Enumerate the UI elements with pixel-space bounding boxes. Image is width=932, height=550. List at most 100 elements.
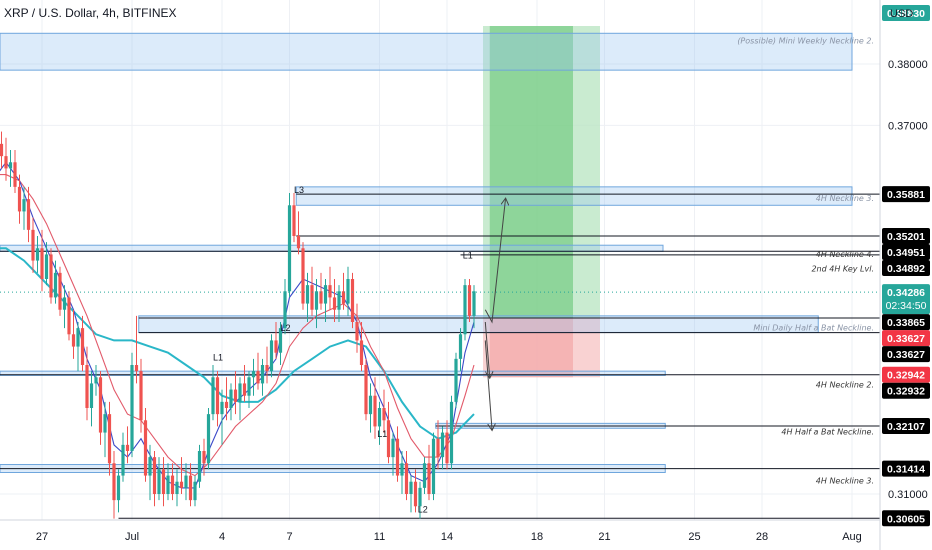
candle-body[interactable] — [175, 481, 179, 494]
candle-body[interactable] — [76, 328, 80, 347]
candle-body[interactable] — [449, 401, 454, 464]
price-tag[interactable] — [882, 382, 930, 399]
candle-body[interactable] — [98, 377, 103, 433]
candle-body[interactable] — [202, 451, 206, 464]
candle-body[interactable] — [278, 328, 283, 353]
candle-body[interactable] — [13, 162, 17, 187]
candle-body[interactable] — [355, 322, 359, 341]
candle-body[interactable] — [296, 236, 301, 249]
candle-body[interactable] — [121, 444, 125, 476]
candle-body[interactable] — [377, 408, 382, 427]
price-tag[interactable] — [882, 186, 930, 203]
candle-body[interactable] — [143, 420, 148, 476]
candle-body[interactable] — [125, 444, 130, 451]
candle-body[interactable] — [130, 365, 134, 451]
candle-body[interactable] — [134, 365, 139, 372]
candle-body[interactable] — [148, 457, 152, 476]
candle-body[interactable] — [157, 469, 161, 494]
candle-body[interactable] — [89, 383, 94, 408]
candle-body[interactable] — [206, 414, 211, 464]
candle-body[interactable] — [427, 463, 431, 494]
candle-body[interactable] — [323, 285, 328, 304]
price-tag[interactable] — [882, 330, 930, 347]
candle-body[interactable] — [8, 162, 13, 169]
candle-body[interactable] — [260, 365, 265, 384]
candle-body[interactable] — [418, 487, 422, 507]
candle-body[interactable] — [107, 414, 112, 464]
candle-body[interactable] — [170, 475, 175, 494]
candle-body[interactable] — [17, 186, 22, 212]
candle-body[interactable] — [467, 285, 472, 316]
candle-body[interactable] — [251, 371, 256, 378]
candle-body[interactable] — [292, 205, 296, 236]
candle-body[interactable] — [197, 451, 202, 482]
candle-body[interactable] — [436, 438, 440, 458]
candle-body[interactable] — [346, 279, 350, 304]
candle-body[interactable] — [94, 377, 98, 384]
candle-body[interactable] — [40, 248, 44, 279]
candle-body[interactable] — [404, 463, 409, 494]
candle-body[interactable] — [58, 272, 62, 310]
candle-body[interactable] — [364, 365, 368, 415]
candle-body[interactable] — [359, 340, 364, 365]
zone-rect[interactable] — [295, 186, 853, 206]
candle-body[interactable] — [400, 463, 404, 476]
price-tag[interactable] — [882, 346, 930, 363]
candle-body[interactable] — [341, 291, 346, 304]
zone-rect[interactable] — [0, 244, 664, 252]
candle-body[interactable] — [382, 408, 386, 421]
candle-body[interactable] — [152, 457, 157, 494]
candle-body[interactable] — [274, 340, 278, 353]
candle-body[interactable] — [80, 328, 85, 365]
candle-body[interactable] — [431, 438, 436, 494]
candle-body[interactable] — [139, 371, 143, 421]
candle-body[interactable] — [193, 481, 197, 501]
candle-body[interactable] — [238, 383, 242, 402]
candle-body[interactable] — [472, 291, 476, 316]
candle-body[interactable] — [413, 481, 418, 507]
candle-body[interactable] — [44, 254, 49, 279]
candle-body[interactable] — [350, 279, 355, 322]
zone-rect[interactable] — [0, 370, 666, 376]
candle-body[interactable] — [463, 285, 467, 335]
candle-body[interactable] — [67, 297, 71, 335]
candle-body[interactable] — [386, 420, 391, 458]
candle-body[interactable] — [31, 229, 35, 261]
candle-body[interactable] — [458, 334, 463, 359]
candle-body[interactable] — [103, 414, 107, 433]
candle-body[interactable] — [328, 285, 332, 298]
candle-body[interactable] — [62, 297, 67, 310]
candle-body[interactable] — [229, 389, 233, 408]
candle-body[interactable] — [373, 395, 377, 427]
candle-body[interactable] — [215, 377, 220, 415]
candle-body[interactable] — [112, 463, 116, 501]
candle-body[interactable] — [179, 481, 184, 488]
candle-body[interactable] — [391, 438, 395, 458]
price-tag[interactable] — [882, 314, 930, 331]
candle-body[interactable] — [49, 254, 53, 298]
candle-body[interactable] — [310, 285, 314, 310]
candle-body[interactable] — [422, 463, 427, 488]
price-tag[interactable] — [882, 366, 930, 383]
candle-body[interactable] — [269, 340, 274, 372]
candle-body[interactable] — [22, 199, 26, 212]
candle-body[interactable] — [337, 291, 341, 310]
candle-body[interactable] — [166, 475, 170, 494]
price-tag[interactable] — [882, 227, 930, 244]
candle-body[interactable] — [287, 205, 292, 292]
price-tag[interactable] — [882, 460, 930, 477]
candle-body[interactable] — [233, 389, 238, 402]
price-tag[interactable] — [882, 243, 930, 260]
candle-body[interactable] — [395, 438, 400, 476]
candle-body[interactable] — [332, 297, 337, 310]
candle-body[interactable] — [247, 377, 251, 396]
candle-body[interactable] — [188, 475, 193, 501]
projection-arrow[interactable] — [484, 340, 492, 429]
candle-body[interactable] — [220, 401, 224, 415]
candle-body[interactable] — [35, 248, 40, 261]
candle-body[interactable] — [440, 432, 445, 458]
candle-body[interactable] — [211, 377, 215, 415]
candle-body[interactable] — [305, 285, 310, 304]
price-tag[interactable] — [882, 284, 930, 315]
